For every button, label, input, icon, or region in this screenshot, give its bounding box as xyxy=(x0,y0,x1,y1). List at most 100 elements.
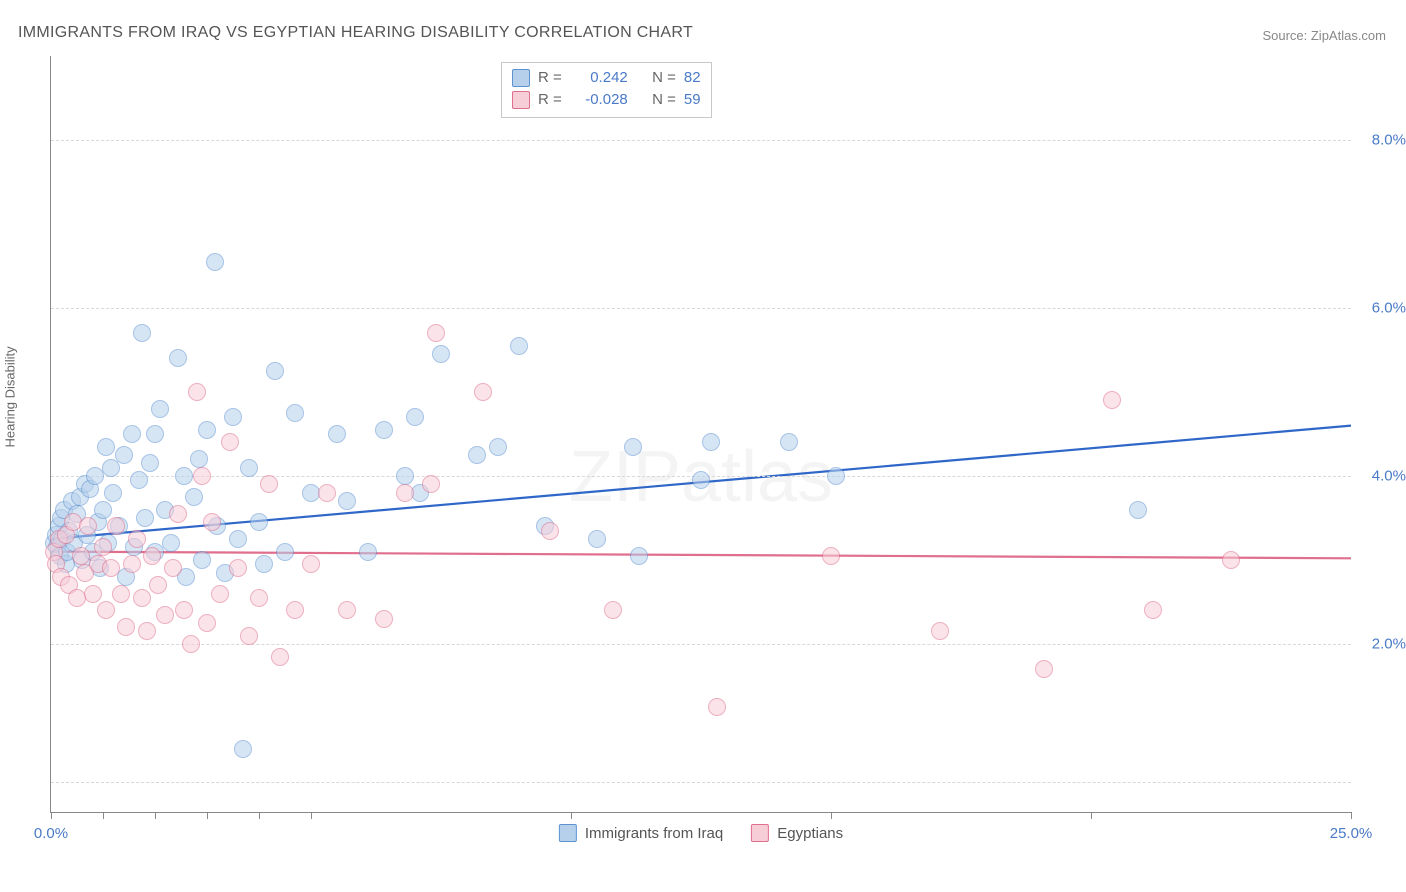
data-point-iraq xyxy=(588,530,606,548)
data-point-egypt xyxy=(107,517,125,535)
data-point-egypt xyxy=(79,517,97,535)
data-point-egypt xyxy=(156,606,174,624)
data-point-iraq xyxy=(780,433,798,451)
data-point-iraq xyxy=(104,484,122,502)
data-point-iraq xyxy=(250,513,268,531)
legend-item-iraq: Immigrants from Iraq xyxy=(559,824,723,842)
data-point-egypt xyxy=(474,383,492,401)
legend-swatch-egypt xyxy=(512,91,530,109)
x-tick xyxy=(831,812,832,819)
data-point-egypt xyxy=(375,610,393,628)
data-point-egypt xyxy=(240,627,258,645)
data-point-iraq xyxy=(266,362,284,380)
data-point-egypt xyxy=(302,555,320,573)
r-label: R = xyxy=(538,67,562,89)
data-point-egypt xyxy=(193,467,211,485)
data-point-iraq xyxy=(123,425,141,443)
data-point-iraq xyxy=(702,433,720,451)
data-point-egypt xyxy=(229,559,247,577)
chart-title: IMMIGRANTS FROM IRAQ VS EGYPTIAN HEARING… xyxy=(18,24,693,42)
data-point-egypt xyxy=(1144,601,1162,619)
data-point-egypt xyxy=(260,475,278,493)
data-point-egypt xyxy=(117,618,135,636)
x-tick xyxy=(207,812,208,819)
data-point-iraq xyxy=(630,547,648,565)
correlation-legend: R =0.242 N = 82R =-0.028 N = 59 xyxy=(501,62,712,118)
n-label: N = xyxy=(652,67,676,89)
y-gridline xyxy=(51,782,1351,783)
y-tick-label: 4.0% xyxy=(1356,468,1406,485)
data-point-iraq xyxy=(276,543,294,561)
data-point-egypt xyxy=(175,601,193,619)
data-point-iraq xyxy=(375,421,393,439)
data-point-iraq xyxy=(206,253,224,271)
n-value-iraq: 82 xyxy=(684,67,701,89)
data-point-egypt xyxy=(182,635,200,653)
series-legend: Immigrants from IraqEgyptians xyxy=(559,824,843,842)
data-point-egypt xyxy=(72,547,90,565)
data-point-iraq xyxy=(624,438,642,456)
x-tick xyxy=(103,812,104,819)
data-point-egypt xyxy=(422,475,440,493)
y-gridline xyxy=(51,140,1351,141)
data-point-iraq xyxy=(185,488,203,506)
data-point-iraq xyxy=(510,337,528,355)
y-gridline xyxy=(51,308,1351,309)
data-point-egypt xyxy=(604,601,622,619)
data-point-egypt xyxy=(541,522,559,540)
data-point-iraq xyxy=(234,740,252,758)
data-point-iraq xyxy=(286,404,304,422)
source-attribution: Source: ZipAtlas.com xyxy=(1262,28,1386,43)
data-point-egypt xyxy=(427,324,445,342)
data-point-iraq xyxy=(151,400,169,418)
data-point-iraq xyxy=(432,345,450,363)
data-point-egypt xyxy=(203,513,221,531)
data-point-egypt xyxy=(169,505,187,523)
data-point-iraq xyxy=(224,408,242,426)
data-point-iraq xyxy=(198,421,216,439)
data-point-egypt xyxy=(138,622,156,640)
legend-swatch-iraq xyxy=(512,69,530,87)
source-prefix: Source: xyxy=(1262,28,1310,43)
data-point-egypt xyxy=(102,559,120,577)
data-point-iraq xyxy=(97,438,115,456)
data-point-egypt xyxy=(97,601,115,619)
source-name: ZipAtlas.com xyxy=(1311,28,1386,43)
x-tick xyxy=(51,812,52,819)
data-point-iraq xyxy=(175,467,193,485)
y-axis-label: Hearing Disability xyxy=(3,346,18,447)
stat-row-iraq: R =0.242 N = 82 xyxy=(512,67,701,89)
data-point-egypt xyxy=(198,614,216,632)
data-point-iraq xyxy=(692,471,710,489)
plot-area: ZIPatlas R =0.242 N = 82R =-0.028 N = 59… xyxy=(50,56,1351,813)
y-tick-label: 2.0% xyxy=(1356,636,1406,653)
x-tick xyxy=(1091,812,1092,819)
data-point-iraq xyxy=(136,509,154,527)
data-point-iraq xyxy=(169,349,187,367)
data-point-egypt xyxy=(149,576,167,594)
data-point-egypt xyxy=(338,601,356,619)
data-point-egypt xyxy=(133,589,151,607)
data-point-egypt xyxy=(708,698,726,716)
data-point-egypt xyxy=(822,547,840,565)
legend-label-iraq: Immigrants from Iraq xyxy=(585,825,723,842)
data-point-egypt xyxy=(188,383,206,401)
legend-swatch-egypt xyxy=(751,824,769,842)
data-point-egypt xyxy=(112,585,130,603)
data-point-iraq xyxy=(328,425,346,443)
data-point-egypt xyxy=(271,648,289,666)
data-point-iraq xyxy=(489,438,507,456)
x-tick xyxy=(571,812,572,819)
data-point-iraq xyxy=(162,534,180,552)
x-tick xyxy=(311,812,312,819)
trend-line-egypt xyxy=(51,552,1351,559)
trend-lines-layer xyxy=(51,56,1351,812)
data-point-egypt xyxy=(211,585,229,603)
data-point-iraq xyxy=(468,446,486,464)
data-point-egypt xyxy=(318,484,336,502)
x-tick xyxy=(1351,812,1352,819)
data-point-iraq xyxy=(406,408,424,426)
r-value-egypt: -0.028 xyxy=(570,89,628,111)
data-point-iraq xyxy=(240,459,258,477)
data-point-egypt xyxy=(94,538,112,556)
